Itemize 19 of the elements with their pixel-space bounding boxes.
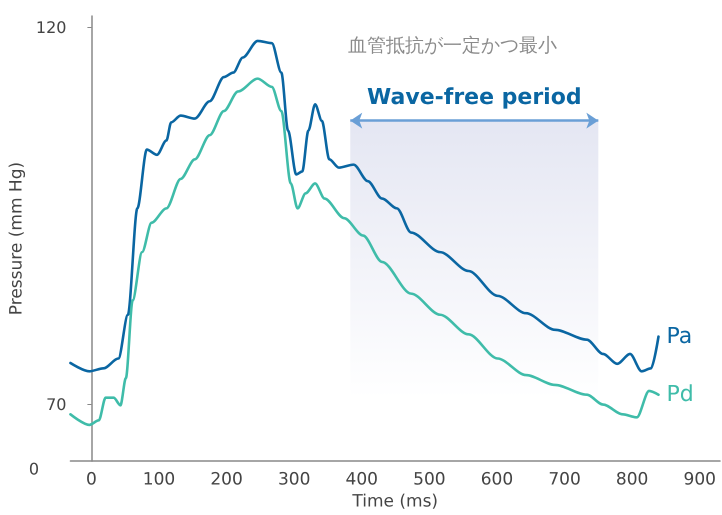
- line-series: [69, 77, 660, 426]
- x-tick-label: 500: [413, 470, 446, 490]
- x-tick-label: 800: [616, 470, 648, 490]
- y-tick-label: 70: [46, 395, 66, 414]
- x-tick-label: 200: [210, 470, 243, 490]
- x-tick-label: 300: [278, 470, 310, 490]
- x-tick-label: 900: [683, 470, 716, 490]
- x-tick-label: 0: [86, 470, 97, 490]
- series-label: Pd: [666, 382, 694, 408]
- x-axis-title: Time (ms): [351, 492, 438, 512]
- x-tick-label: 600: [480, 470, 514, 490]
- x-tick-label: 700: [548, 470, 581, 490]
- band-label: Wave-free period: [367, 85, 582, 110]
- series-label: Pa: [666, 324, 692, 350]
- y-axis-title: Pressure (mm Hg): [6, 162, 26, 316]
- y-tick-label: 120: [36, 18, 66, 37]
- x-tick-label: 100: [142, 470, 176, 490]
- annotation: 血管抵抗が一定かつ最小: [348, 34, 557, 56]
- x-tick-label: 400: [346, 470, 378, 490]
